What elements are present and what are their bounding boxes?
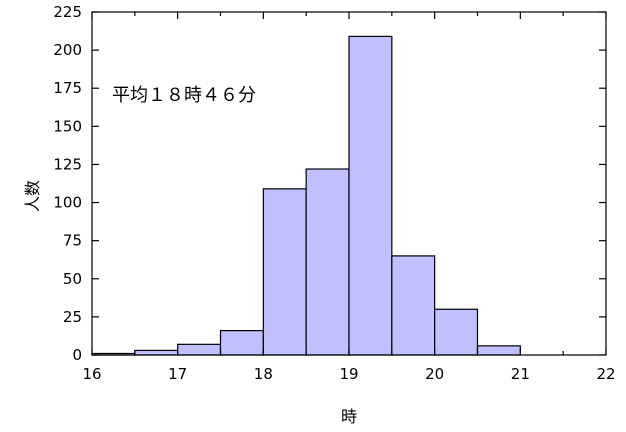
x-tick-label: 18: [254, 365, 273, 383]
y-tick-label: 175: [53, 79, 82, 97]
mean-annotation: 平均１８時４６分: [112, 85, 256, 106]
bar-5: [305, 168, 350, 356]
x-tick-label: 21: [511, 365, 530, 383]
x-tick-label: 20: [425, 365, 444, 383]
bars-group: [91, 35, 521, 356]
y-tick-label: 200: [53, 41, 82, 59]
bar-6: [348, 35, 393, 356]
ticks-group: [91, 11, 607, 356]
y-tick-label: 75: [63, 232, 82, 250]
x-tick-label: 22: [596, 365, 615, 383]
bar-2: [177, 343, 222, 356]
y-tick-label: 25: [63, 308, 82, 326]
y-tick-label: 225: [53, 3, 82, 21]
x-tick-label: 17: [168, 365, 187, 383]
y-tick-label: 50: [63, 270, 82, 288]
x-tick-label: 19: [339, 365, 358, 383]
x-tick-label: 16: [82, 365, 101, 383]
bar-3: [219, 330, 264, 356]
y-tick-label: 125: [53, 155, 82, 173]
x-axis-label: 時: [341, 407, 357, 426]
bar-8: [434, 308, 479, 356]
y-tick-label: 0: [72, 346, 82, 364]
bar-7: [391, 255, 436, 356]
y-tick-label: 100: [53, 194, 82, 212]
y-tick-label: 150: [53, 117, 82, 135]
bar-9: [476, 345, 521, 356]
y-axis-label: 人数: [23, 180, 42, 212]
bar-4: [262, 188, 307, 356]
bar-1: [134, 349, 179, 356]
tick-labels-group: 16 17 18 19 20 21 22 0 25 50 75 100 125 150 175 200 225: [53, 3, 615, 383]
